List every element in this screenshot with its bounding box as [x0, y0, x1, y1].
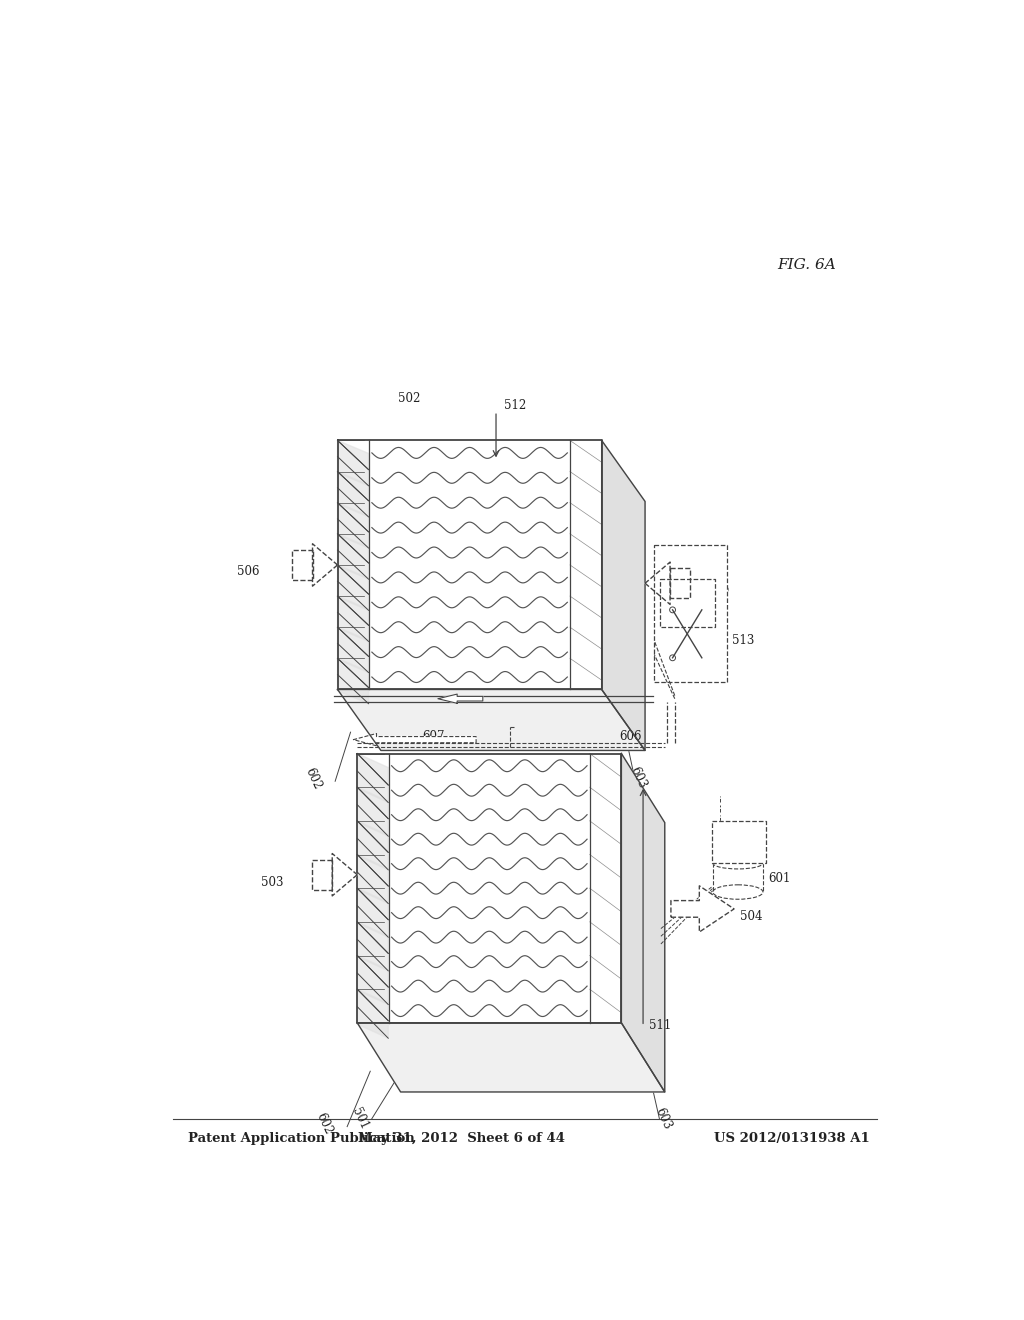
Polygon shape [671, 886, 734, 932]
Polygon shape [660, 579, 715, 627]
Polygon shape [338, 627, 369, 672]
Polygon shape [338, 565, 369, 610]
Text: 605: 605 [522, 718, 545, 731]
Polygon shape [353, 734, 476, 746]
Text: 603: 603 [652, 1106, 674, 1133]
Polygon shape [357, 754, 388, 803]
Ellipse shape [713, 884, 763, 899]
Polygon shape [357, 754, 622, 1023]
Polygon shape [670, 569, 690, 598]
Text: 606: 606 [620, 730, 641, 743]
Polygon shape [602, 441, 645, 751]
Polygon shape [332, 854, 357, 896]
Text: US 2012/0131938 A1: US 2012/0131938 A1 [714, 1133, 869, 1146]
Polygon shape [357, 989, 388, 1039]
Polygon shape [645, 562, 670, 605]
Polygon shape [338, 659, 369, 704]
Polygon shape [357, 787, 388, 836]
Polygon shape [654, 545, 727, 681]
Polygon shape [338, 597, 369, 642]
Text: 504: 504 [740, 909, 763, 923]
Polygon shape [293, 550, 312, 579]
Polygon shape [338, 533, 369, 579]
Polygon shape [357, 821, 388, 870]
Text: FIG. 6A: FIG. 6A [777, 259, 836, 272]
Ellipse shape [713, 858, 763, 869]
Text: May 31, 2012  Sheet 6 of 44: May 31, 2012 Sheet 6 of 44 [358, 1133, 565, 1146]
Text: 602: 602 [313, 1111, 335, 1137]
Polygon shape [338, 471, 369, 517]
Polygon shape [338, 503, 369, 548]
Polygon shape [357, 1023, 665, 1092]
Polygon shape [312, 544, 338, 586]
Text: 505: 505 [708, 583, 730, 595]
Text: 506: 506 [238, 565, 260, 578]
Polygon shape [357, 888, 388, 937]
Text: 601: 601 [769, 873, 792, 884]
Polygon shape [338, 689, 645, 751]
Text: 603: 603 [628, 764, 649, 791]
Polygon shape [357, 854, 388, 903]
Text: Patent Application Publication: Patent Application Publication [188, 1133, 415, 1146]
Text: 501: 501 [349, 1106, 371, 1133]
Polygon shape [312, 859, 332, 890]
Polygon shape [713, 863, 763, 892]
Polygon shape [357, 956, 388, 1005]
Text: 502: 502 [398, 392, 420, 405]
Text: 512: 512 [504, 400, 526, 412]
Polygon shape [338, 441, 369, 486]
Polygon shape [622, 754, 665, 1092]
Text: 511: 511 [649, 1019, 672, 1032]
Text: 513: 513 [732, 634, 755, 647]
Polygon shape [338, 441, 602, 689]
Text: 503: 503 [261, 876, 284, 888]
Polygon shape [357, 921, 388, 972]
Polygon shape [713, 821, 766, 863]
Text: 604: 604 [369, 718, 391, 731]
Polygon shape [438, 694, 482, 704]
Text: 602: 602 [303, 766, 325, 791]
Text: 607: 607 [422, 730, 444, 743]
